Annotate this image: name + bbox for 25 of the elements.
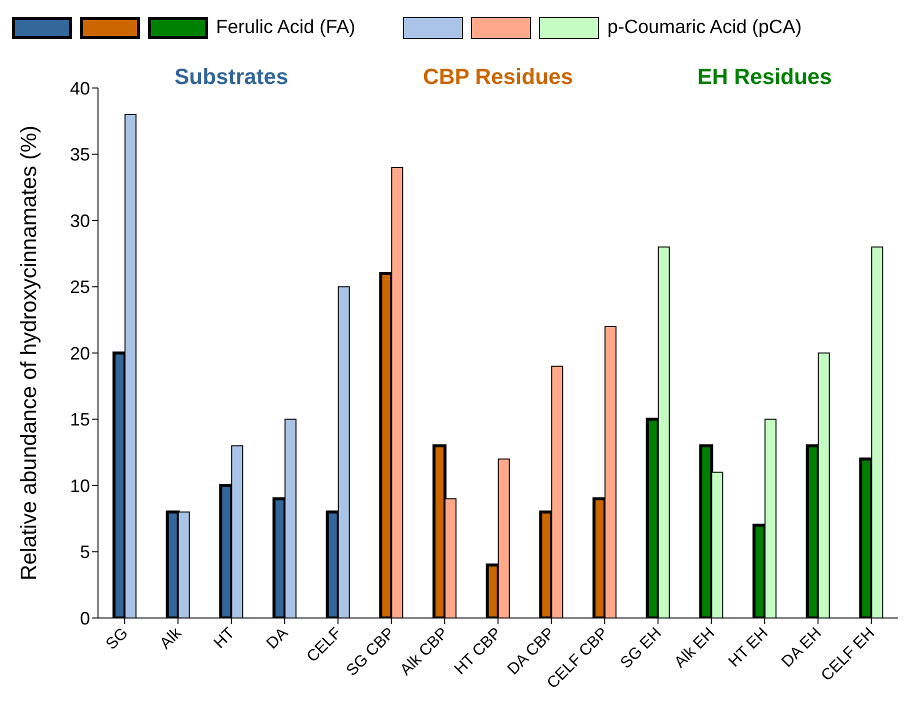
x-tick-label: Alk	[157, 624, 186, 653]
x-tick-label: SG	[103, 624, 132, 654]
x-tick-label: HT EH	[726, 624, 772, 671]
y-tick-label: 35	[70, 144, 90, 165]
x-tick-label: SG CBP	[343, 624, 398, 680]
x-tick-label: HT CBP	[452, 624, 505, 678]
annotation: Substrates	[174, 64, 288, 89]
x-tick-label: SG EH	[618, 624, 665, 672]
y-tick-label: 30	[70, 210, 90, 231]
legend-label: p-Coumaric Acid (pCA)	[607, 17, 802, 39]
y-tick-label: 20	[70, 343, 90, 364]
y-tick-label: 40	[70, 78, 90, 98]
y-tick-label: 15	[70, 410, 90, 430]
x-tick-label: Alk CBP	[397, 624, 452, 679]
y-tick-label: 0	[80, 608, 90, 628]
x-tick-label: Alk EH	[672, 624, 718, 672]
y-tick-label: 10	[70, 476, 90, 496]
annotation: EH Residues	[697, 64, 832, 89]
y-tick-label: 25	[70, 277, 90, 298]
x-tick-label: DA	[264, 624, 292, 653]
annotation: CBP Residues	[423, 64, 573, 89]
y-axis-title: Relative abundance of hydroxycinnamates (%)	[16, 126, 41, 580]
y-tick-label: 5	[80, 542, 90, 562]
legend-label: Ferulic Acid (FA)	[216, 17, 356, 39]
x-tick-label: HT	[211, 624, 238, 652]
